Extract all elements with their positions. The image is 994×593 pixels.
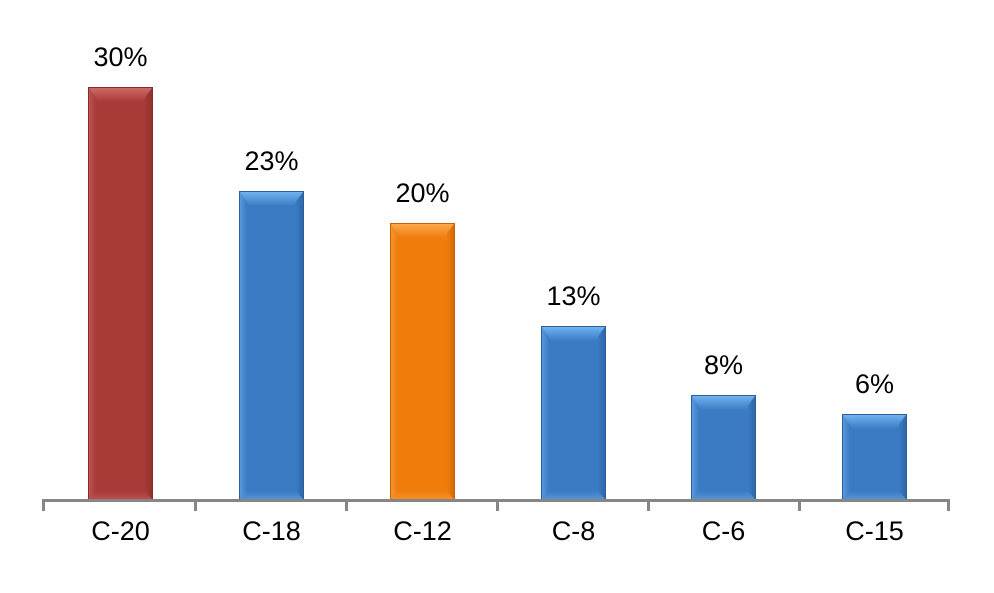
category-label-c-12: C-12: [393, 516, 452, 546]
bar-bevel-bottom: [843, 491, 906, 499]
axis-tick-3: [496, 499, 499, 511]
bar-c-6[interactable]: [691, 395, 756, 500]
bar-group: 30%: [88, 0, 153, 500]
category-axis: C-20 C-18 C-12 C-8 C-6 C-15: [0, 515, 994, 565]
plot-area: 30% 23% 20% 13% 8% 6%: [88, 0, 907, 500]
bar-bevel-right: [145, 88, 152, 499]
bar-c-18[interactable]: [239, 191, 304, 500]
bar-bevel-top: [240, 192, 303, 206]
bar-bevel-bottom: [542, 491, 605, 499]
category-label-c-20: C-20: [91, 516, 150, 546]
bar-bevel-top: [843, 415, 906, 429]
bar-bevel-top: [391, 224, 454, 238]
bar-bevel-left: [89, 88, 96, 499]
bar-bevel-bottom: [89, 491, 152, 499]
bar-value-label: 23%: [244, 146, 299, 176]
bar-c-12[interactable]: [390, 223, 455, 500]
category-label-c-15: C-15: [845, 516, 904, 546]
bar-bevel-right: [748, 396, 755, 499]
bar-group: 6%: [842, 0, 907, 500]
bar-bevel-bottom: [240, 491, 303, 499]
bar-bevel-top: [542, 327, 605, 341]
bar-bevel-left: [692, 396, 699, 499]
bar-c-15[interactable]: [842, 414, 907, 500]
bar-group: 8%: [691, 0, 756, 500]
bar-bevel-left: [391, 224, 398, 499]
category-label-c-8: C-8: [551, 516, 596, 546]
bar-bevel-bottom: [692, 491, 755, 499]
category-label-c-18: C-18: [242, 516, 301, 546]
bar-bevel-right: [899, 415, 906, 499]
bar-bevel-top: [692, 396, 755, 410]
category-label-c-6: C-6: [701, 516, 746, 546]
bar-bevel-left: [240, 192, 247, 499]
bar-bevel-right: [598, 327, 605, 499]
bar-bevel-left: [542, 327, 549, 499]
bar-value-label: 6%: [854, 369, 895, 399]
bar-group: 13%: [541, 0, 606, 500]
bar-value-label: 8%: [703, 350, 744, 380]
bar-bevel-left: [843, 415, 850, 499]
bar-bevel-bottom: [391, 491, 454, 499]
axis-tick-5: [798, 499, 801, 511]
bar-value-label: 13%: [546, 281, 601, 311]
axis-tick-1: [194, 499, 197, 511]
axis-tick-2: [345, 499, 348, 511]
bar-group: 23%: [239, 0, 304, 500]
bar-bevel-top: [89, 88, 152, 102]
bar-c-20[interactable]: [88, 87, 153, 500]
bar-value-label: 30%: [93, 42, 148, 72]
bar-bevel-right: [296, 192, 303, 499]
axis-tick-0: [42, 499, 45, 511]
bar-c-8[interactable]: [541, 326, 606, 500]
axis-tick-6: [947, 499, 950, 511]
bar-bevel-right: [447, 224, 454, 499]
bar-value-label: 20%: [395, 178, 450, 208]
bar-group: 20%: [390, 0, 455, 500]
axis-tick-4: [647, 499, 650, 511]
